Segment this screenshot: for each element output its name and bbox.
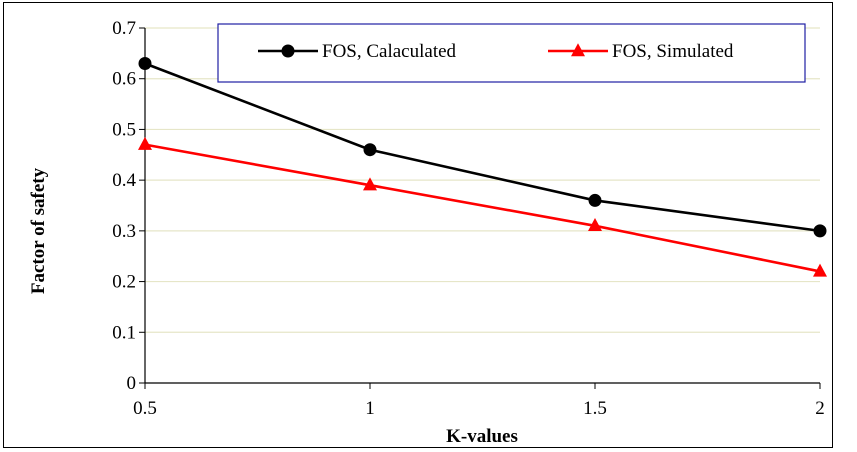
legend-swatch-marker <box>281 44 295 58</box>
legend-label: FOS, Simulated <box>612 41 734 62</box>
series-line-2 <box>144 143 821 273</box>
y-tick-labels: 0 0.1 0.2 0.3 0.4 0.5 0.6 0.7 <box>112 18 136 394</box>
series-group <box>138 57 827 277</box>
x-tick-labels: 0.5 1 1.5 2 <box>133 398 825 419</box>
series-line-1 <box>144 62 821 233</box>
y-tick-label: 0.6 <box>112 69 136 90</box>
legend: FOS, Calaculated FOS, Simulated <box>217 23 806 83</box>
y-tick-label: 0 <box>127 373 137 394</box>
x-tick-label: 2 <box>815 398 825 419</box>
y-tick-label: 0.7 <box>112 18 136 39</box>
data-point-2 <box>813 263 827 277</box>
legend-swatch-marker <box>571 43 585 57</box>
axes <box>139 27 821 389</box>
y-tick-label: 0.2 <box>112 272 136 293</box>
x-tick-label: 0.5 <box>133 398 157 419</box>
legend-label: FOS, Calaculated <box>322 41 457 62</box>
data-point-2 <box>138 136 152 150</box>
data-point-1 <box>363 143 377 157</box>
y-tick-label: 0.3 <box>112 221 136 242</box>
x-tick-label: 1 <box>365 398 375 419</box>
y-tick-label: 0.4 <box>112 170 136 191</box>
data-point-1 <box>138 57 152 70</box>
data-point-1 <box>588 193 602 207</box>
data-point-1 <box>813 224 827 238</box>
y-tick-label: 0.1 <box>112 322 136 343</box>
x-tick-label: 1.5 <box>583 398 607 419</box>
x-axis-title: K-values <box>446 426 518 447</box>
data-point-2 <box>363 177 377 191</box>
y-tick-label: 0.5 <box>112 119 136 140</box>
data-point-2 <box>588 217 602 231</box>
y-axis-title: Factor of safety <box>28 167 49 294</box>
legend-box <box>217 23 806 83</box>
